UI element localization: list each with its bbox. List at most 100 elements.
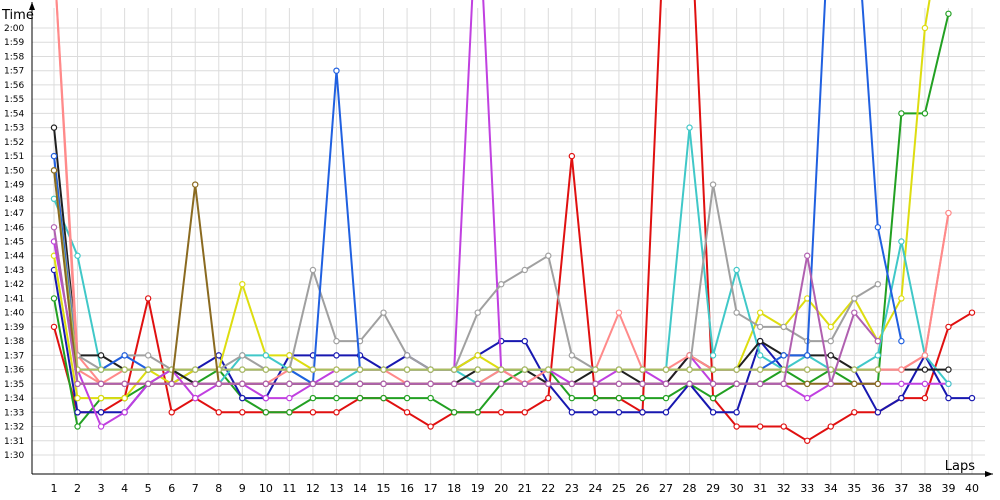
x-tick-label: 24 [588, 482, 602, 495]
data-point [74, 423, 81, 430]
data-point [804, 380, 811, 388]
x-tick-label: 30 [730, 482, 744, 495]
data-point [309, 394, 317, 402]
data-point [286, 380, 293, 388]
data-point [756, 323, 764, 331]
y-tick-label: 1:51 [4, 152, 24, 162]
x-tick-label: 11 [282, 482, 296, 495]
data-point [74, 252, 81, 259]
x-tick-label: 40 [965, 482, 979, 495]
data-point [568, 366, 576, 373]
data-point [827, 323, 834, 331]
data-point [262, 409, 270, 416]
data-point [733, 266, 740, 274]
x-tick-label: 21 [518, 482, 532, 495]
y-tick-label: 1:54 [4, 109, 24, 119]
data-point [709, 366, 717, 373]
data-point [403, 409, 411, 416]
data-point [851, 295, 858, 302]
data-point [427, 423, 434, 430]
y-tick-label: 1:30 [4, 451, 24, 461]
data-point [521, 380, 528, 388]
y-tick-label: 1:32 [4, 423, 24, 433]
y-tick-label: 2:00 [4, 24, 24, 34]
data-point [898, 337, 905, 345]
data-point [286, 409, 293, 416]
data-point [262, 380, 270, 388]
y-tick-label: 1:41 [4, 294, 24, 304]
x-tick-label: 27 [659, 482, 673, 495]
data-point [144, 366, 152, 373]
x-tick-label: 18 [447, 482, 461, 495]
data-point [592, 380, 599, 388]
data-point [474, 409, 481, 416]
x-tick-label: 7 [192, 482, 199, 495]
chart-axes: 1:30 1:31 1:32 1:33 1:34 1:35 1:36 1:37 1:38 1:39… [4, 2, 993, 495]
y-tick-label: 1:40 [4, 309, 24, 319]
data-point [756, 352, 764, 359]
data-point [898, 366, 905, 373]
data-point [121, 366, 128, 373]
data-point [474, 366, 481, 373]
x-tick-label: 38 [918, 482, 932, 495]
y-tick-label: 1:38 [4, 337, 24, 347]
y-tick-label: 1:55 [4, 95, 24, 105]
data-point [709, 380, 717, 388]
data-point [662, 409, 670, 416]
data-point [662, 366, 670, 373]
data-point [309, 380, 317, 388]
data-point [97, 380, 105, 388]
data-point [356, 380, 364, 388]
data-point [239, 394, 246, 402]
y-tick-label: 1:43 [4, 266, 24, 276]
x-tick-label: 36 [871, 482, 885, 495]
data-point [615, 409, 623, 416]
data-point [568, 352, 576, 359]
data-point [756, 337, 764, 345]
data-point [921, 110, 929, 117]
data-point [97, 423, 105, 430]
y-tick-label: 1:56 [4, 81, 24, 91]
x-tick-label: 12 [306, 482, 320, 495]
data-point [968, 309, 976, 316]
data-point [545, 394, 552, 402]
data-point [215, 352, 222, 359]
x-tick-label: 9 [239, 482, 246, 495]
data-point [521, 337, 528, 345]
x-tick-label: 14 [353, 482, 367, 495]
x-tick-label: 25 [612, 482, 626, 495]
data-point [851, 380, 858, 388]
x-tick-label: 15 [377, 482, 391, 495]
y-tick-label: 1:58 [4, 52, 24, 62]
data-point [639, 409, 646, 416]
data-point [733, 409, 740, 416]
x-tick-label: 28 [683, 482, 697, 495]
x-tick-label: 32 [777, 482, 791, 495]
data-point [50, 124, 58, 131]
data-point [239, 281, 246, 288]
data-point [333, 366, 340, 373]
x-tick-label: 22 [541, 482, 555, 495]
data-point [874, 281, 882, 288]
data-point [121, 380, 128, 388]
data-point [733, 309, 740, 316]
data-point [97, 352, 105, 359]
x-tick-label: 16 [400, 482, 414, 495]
x-tick-label: 31 [753, 482, 767, 495]
x-tick-label: 34 [824, 482, 838, 495]
x-tick-label: 39 [941, 482, 955, 495]
data-point [144, 295, 152, 302]
y-tick-label: 1:53 [4, 124, 24, 134]
data-point [686, 366, 693, 373]
data-point [333, 337, 340, 345]
data-point [427, 380, 434, 388]
data-point [898, 110, 905, 117]
data-point [356, 366, 364, 373]
data-point [380, 366, 387, 373]
data-point [804, 394, 811, 402]
data-point [568, 409, 576, 416]
data-point [874, 366, 882, 373]
data-point [874, 224, 882, 231]
series-line [53, 170, 878, 371]
data-point [709, 394, 717, 402]
